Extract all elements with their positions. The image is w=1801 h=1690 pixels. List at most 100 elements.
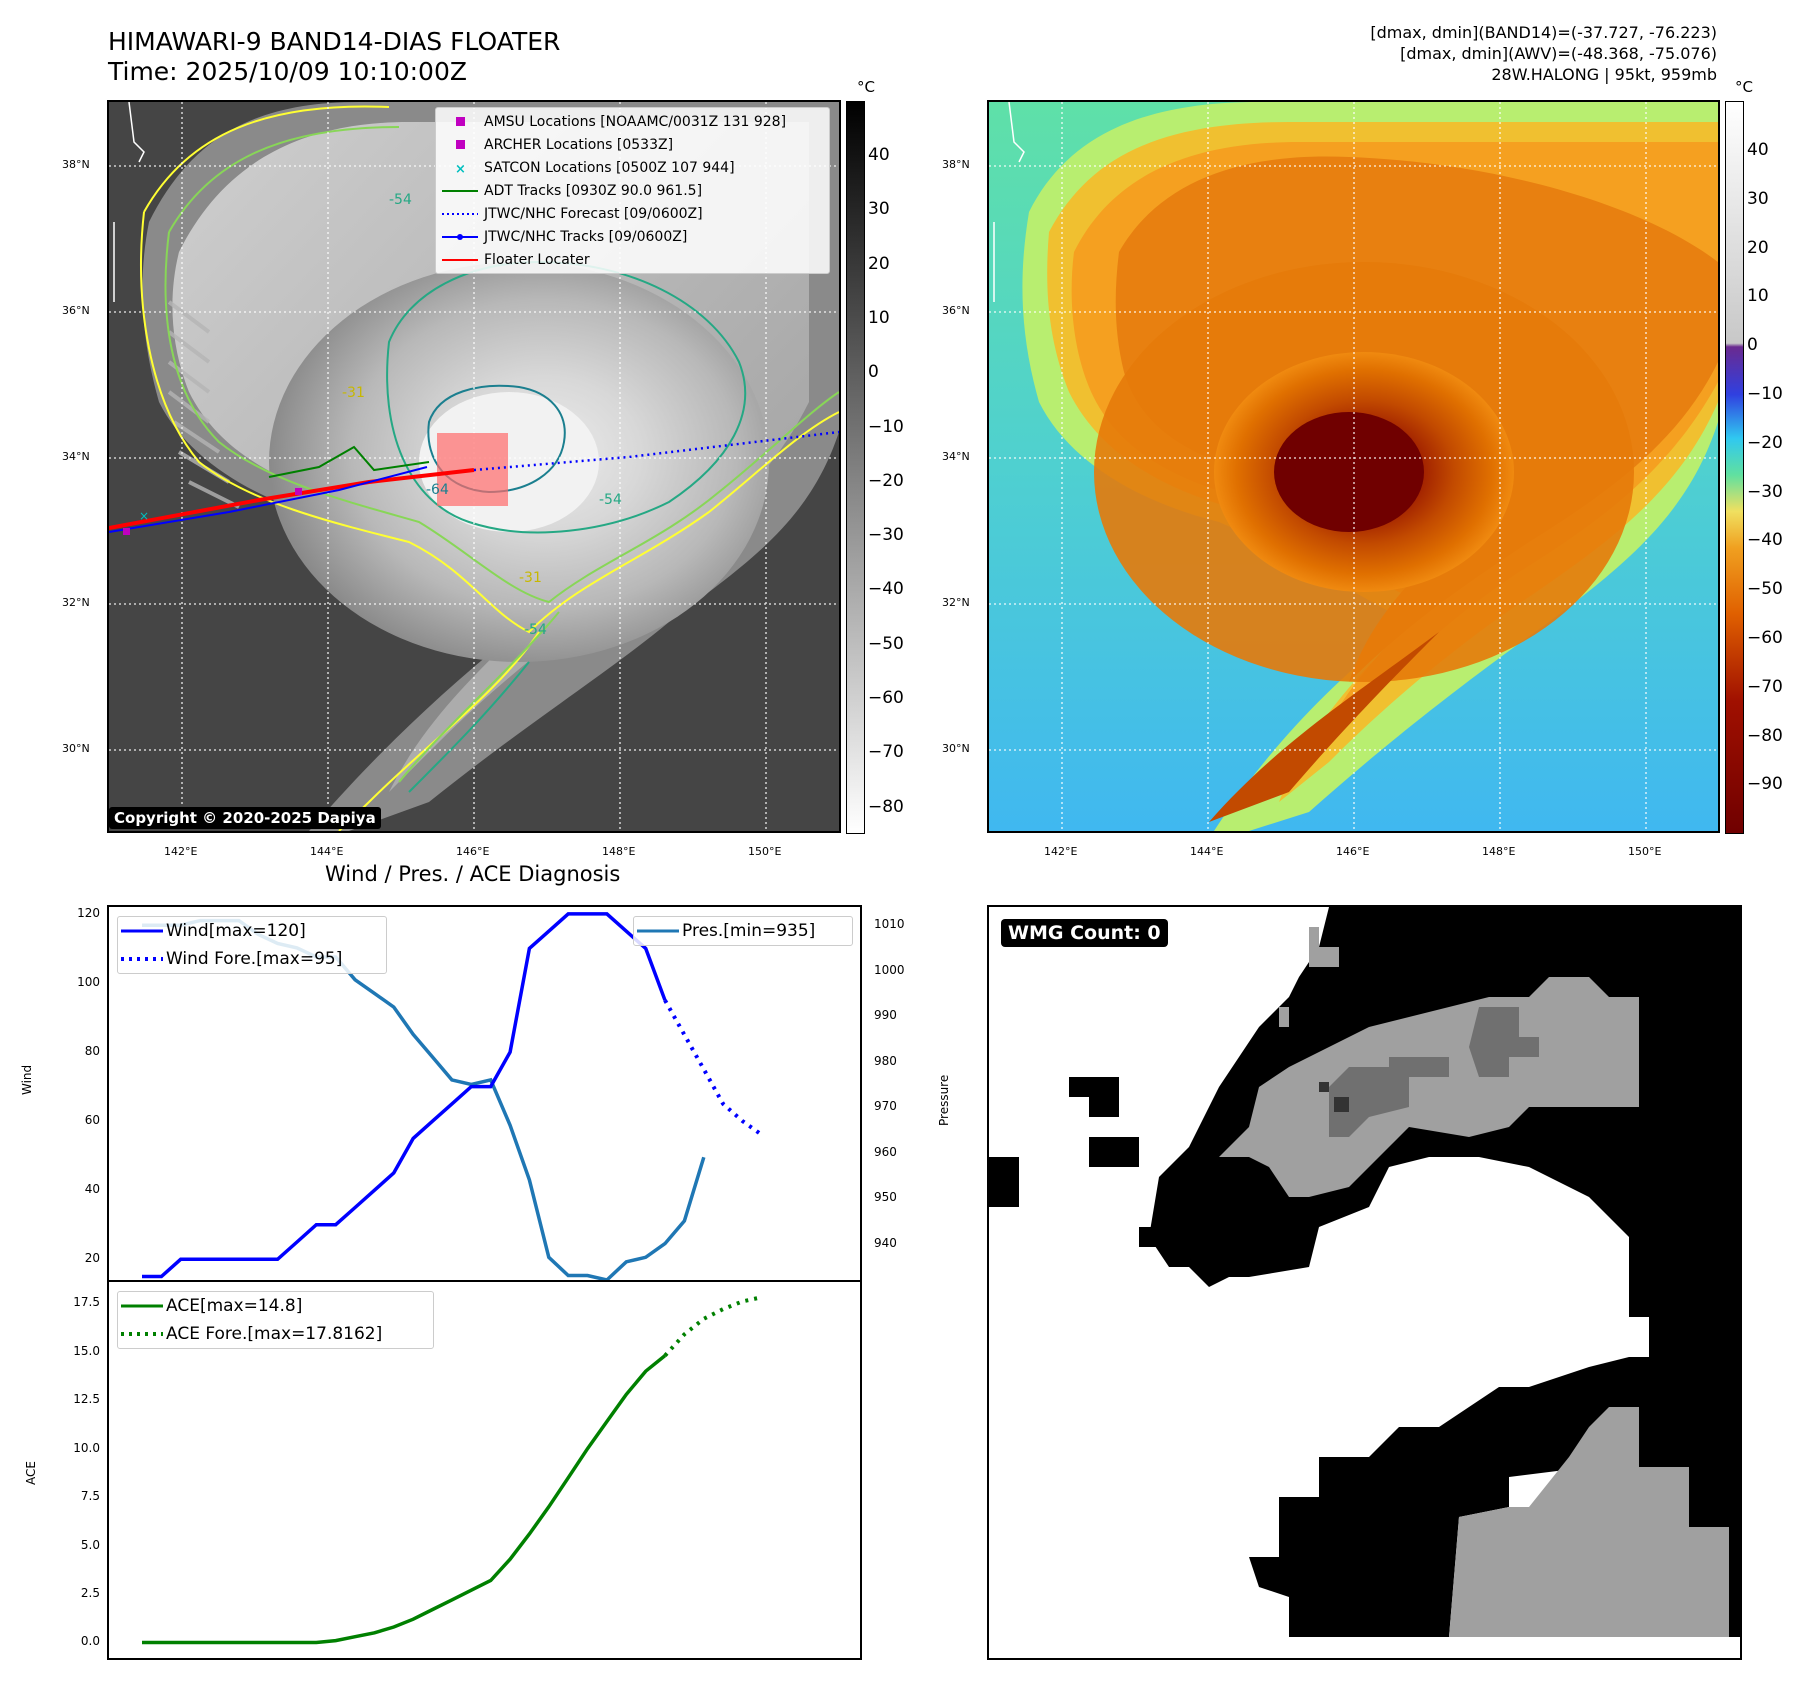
lon-label: 144°E [1190, 845, 1224, 858]
pressure-axis-label: Pressure [937, 1074, 951, 1126]
legend-marker-icon [436, 254, 484, 266]
band14-range: [dmax, dmin](BAND14)=(-37.727, -76.223) [1370, 23, 1717, 42]
map-legend-label: JTWC/NHC Forecast [09/0600Z] [484, 205, 703, 222]
color-colorbar-tick: −40 [1747, 530, 1783, 551]
wind-y-tick: 100 [77, 974, 100, 989]
color-colorbar-tick: −30 [1747, 481, 1783, 502]
gray-colorbar-tick: −80 [868, 796, 904, 817]
ace-y-tick: 2.5 [80, 1586, 100, 1601]
ace-y-tick: 15.0 [73, 1343, 100, 1358]
gray-colorbar-tick: −70 [868, 742, 904, 763]
lat-label: 34°N [62, 450, 90, 463]
color-colorbar-tick: −90 [1747, 774, 1783, 795]
wind-line [142, 912, 667, 1279]
wind-forecast-legend-label: Wind Fore.[max=95] [166, 949, 343, 969]
contour-label: -54 [599, 492, 622, 508]
color-colorbar-tick: 30 [1747, 188, 1769, 209]
wind-y-tick: 80 [84, 1044, 100, 1059]
gray-colorbar-unit: °C [857, 78, 875, 96]
ace-forecast-legend-label: ACE Fore.[max=17.8162] [166, 1324, 383, 1344]
ace-legend: ACE[max=14.8] ACE Fore.[max=17.8162] [117, 1291, 434, 1349]
color-colorbar-tick: 20 [1747, 237, 1769, 258]
color-colorbar-tick: 40 [1747, 140, 1769, 160]
wind-axis-label: Wind [20, 1064, 34, 1095]
color-colorbar-tick: −80 [1747, 725, 1783, 746]
ace-y-tick: 0.0 [80, 1634, 100, 1649]
pressure-y-tick: 990 [874, 1008, 897, 1023]
lat-label: 38°N [62, 158, 90, 171]
awv-map-panel [987, 100, 1720, 833]
gray-colorbar-tick: 10 [868, 307, 890, 328]
map-legend-label: ARCHER Locations [0533Z] [484, 136, 674, 153]
legend-marker-icon [436, 208, 484, 220]
wind-forecast-line [663, 999, 764, 1137]
wind-legend-label: Wind[max=120] [166, 921, 306, 941]
legend-marker-icon [436, 231, 484, 243]
map-legend-item: ARCHER Locations [0533Z] [436, 133, 829, 156]
ace-forecast-line [663, 1295, 763, 1357]
wmg-image [989, 907, 1740, 1658]
wind-y-tick: 20 [84, 1251, 100, 1266]
ace-line [142, 1354, 667, 1645]
lon-label: 148°E [1482, 845, 1516, 858]
color-colorbar-tick: −20 [1747, 432, 1783, 453]
lon-label: 150°E [1628, 845, 1662, 858]
lon-label: 146°E [456, 845, 490, 858]
color-colorbar-tick: −10 [1747, 384, 1783, 404]
ace-y-tick: 7.5 [80, 1489, 100, 1504]
color-colorbar-tick: 0 [1747, 335, 1758, 356]
gray-colorbar-tick: 40 [868, 145, 890, 165]
gray-colorbar-tick: −10 [868, 416, 904, 437]
lat-label: 36°N [942, 304, 970, 317]
map-legend: AMSU Locations [NOAAMC/0031Z 131 928] ARC… [435, 107, 830, 274]
ace-axis-label: ACE [24, 1461, 38, 1485]
gray-colorbar-tick: −40 [868, 579, 904, 600]
map-legend-item: ADT Tracks [0930Z 90.0 961.5] [436, 179, 829, 202]
legend-marker-icon [436, 139, 484, 151]
ace-plot [142, 1295, 763, 1645]
contour-label: -31 [342, 385, 365, 401]
wind-y-tick: 40 [84, 1182, 100, 1197]
map-legend-item: JTWC/NHC Forecast [09/0600Z] [436, 202, 829, 225]
map-legend-item: × SATCON Locations [0500Z 107 944] [436, 156, 829, 179]
gray-colorbar-tick: −30 [868, 525, 904, 546]
gray-colorbar-tick: 30 [868, 199, 890, 220]
lat-label: 30°N [62, 742, 90, 755]
wmg-panel: WMG Count: 0 [987, 905, 1742, 1660]
contour-label: -64 [426, 482, 449, 498]
svg-text:×: × [455, 162, 466, 174]
svg-text:×: × [139, 509, 149, 523]
map-legend-item: AMSU Locations [NOAAMC/0031Z 131 928] [436, 110, 829, 133]
color-colorbar-tick: −70 [1747, 676, 1783, 697]
pressure-legend: Pres.[min=935] [633, 916, 853, 946]
contour-label: -54 [389, 192, 412, 208]
color-colorbar-tick: −60 [1747, 628, 1783, 648]
ace-y-tick: 5.0 [80, 1537, 100, 1552]
pressure-y-tick: 1000 [874, 962, 905, 977]
wind-y-tick: 60 [84, 1113, 100, 1128]
gray-colorbar-tick: 0 [868, 362, 879, 383]
map-legend-item: JTWC/NHC Tracks [09/0600Z] [436, 225, 829, 248]
map-legend-label: Floater Locater [484, 251, 590, 268]
awv-map-image [989, 102, 1718, 831]
contour-label: -31 [519, 570, 542, 586]
color-colorbar-unit: °C [1735, 78, 1753, 96]
plot-time: Time: 2025/10/09 10:10:00Z [108, 57, 467, 86]
gray-colorbar-tick: −20 [868, 470, 904, 491]
ace-y-tick: 12.5 [73, 1392, 100, 1407]
copyright-badge: Copyright © 2020-2025 Dapiya [109, 807, 381, 829]
pressure-line [142, 918, 706, 1280]
ace-y-tick: 17.5 [73, 1295, 100, 1310]
lon-label: 142°E [164, 845, 198, 858]
pressure-y-tick: 1010 [874, 917, 905, 932]
pressure-y-tick: 980 [874, 1053, 897, 1068]
map-legend-label: JTWC/NHC Tracks [09/0600Z] [484, 228, 688, 245]
lat-label: 32°N [942, 596, 970, 609]
storm-info: 28W.HALONG | 95kt, 959mb [1491, 65, 1717, 84]
wind-legend: Wind[max=120] Wind Fore.[max=95] [117, 916, 387, 974]
lon-label: 150°E [748, 845, 782, 858]
gray-colorbar-tick: −60 [868, 688, 904, 708]
ace-panel [107, 1280, 862, 1660]
pressure-legend-label: Pres.[min=935] [682, 921, 816, 941]
lat-label: 36°N [62, 304, 90, 317]
